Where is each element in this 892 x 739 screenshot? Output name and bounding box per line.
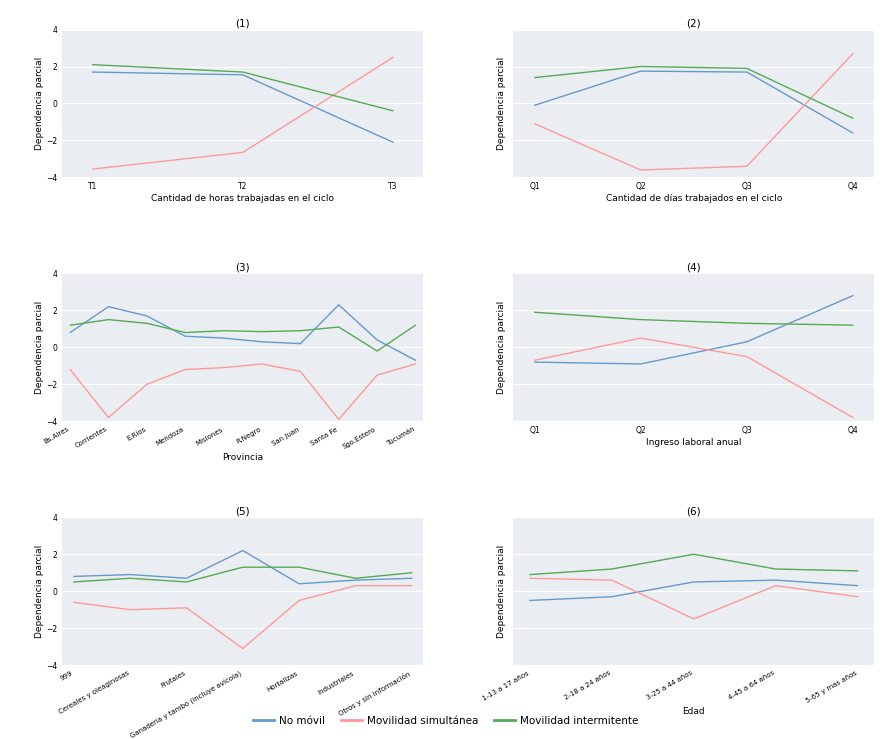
X-axis label: Cantidad de horas trabajadas en el ciclo: Cantidad de horas trabajadas en el ciclo (152, 194, 334, 203)
Title: (3): (3) (235, 262, 250, 273)
Title: (4): (4) (687, 262, 701, 273)
X-axis label: Ingreso laboral anual: Ingreso laboral anual (646, 438, 741, 447)
Title: (2): (2) (687, 18, 701, 29)
Title: (6): (6) (687, 506, 701, 517)
Y-axis label: Dependencia parcial: Dependencia parcial (35, 57, 44, 150)
Y-axis label: Dependencia parcial: Dependencia parcial (35, 545, 44, 638)
Title: (1): (1) (235, 18, 250, 29)
Y-axis label: Dependencia parcial: Dependencia parcial (497, 301, 506, 394)
X-axis label: Edad: Edad (682, 707, 705, 716)
Legend: No móvil, Movilidad simultánea, Movilidad intermitente: No móvil, Movilidad simultánea, Movilida… (249, 712, 643, 730)
Y-axis label: Dependencia parcial: Dependencia parcial (35, 301, 44, 394)
X-axis label: Cantidad de días trabajados en el ciclo: Cantidad de días trabajados en el ciclo (606, 194, 782, 203)
X-axis label: Provincia: Provincia (222, 452, 263, 462)
Y-axis label: Dependencia parcial: Dependencia parcial (497, 545, 506, 638)
Title: (5): (5) (235, 506, 250, 517)
Y-axis label: Dependencia parcial: Dependencia parcial (497, 57, 506, 150)
